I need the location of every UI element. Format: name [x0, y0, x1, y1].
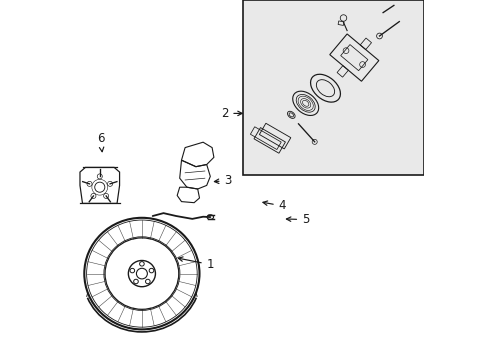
Text: 1: 1: [178, 257, 214, 271]
Text: 4: 4: [263, 199, 285, 212]
Text: 6: 6: [97, 132, 104, 152]
Bar: [337, 21, 344, 26]
Bar: [242, 0, 424, 175]
Text: 3: 3: [214, 174, 231, 187]
Text: 2: 2: [221, 107, 242, 120]
Text: 5: 5: [286, 213, 309, 226]
